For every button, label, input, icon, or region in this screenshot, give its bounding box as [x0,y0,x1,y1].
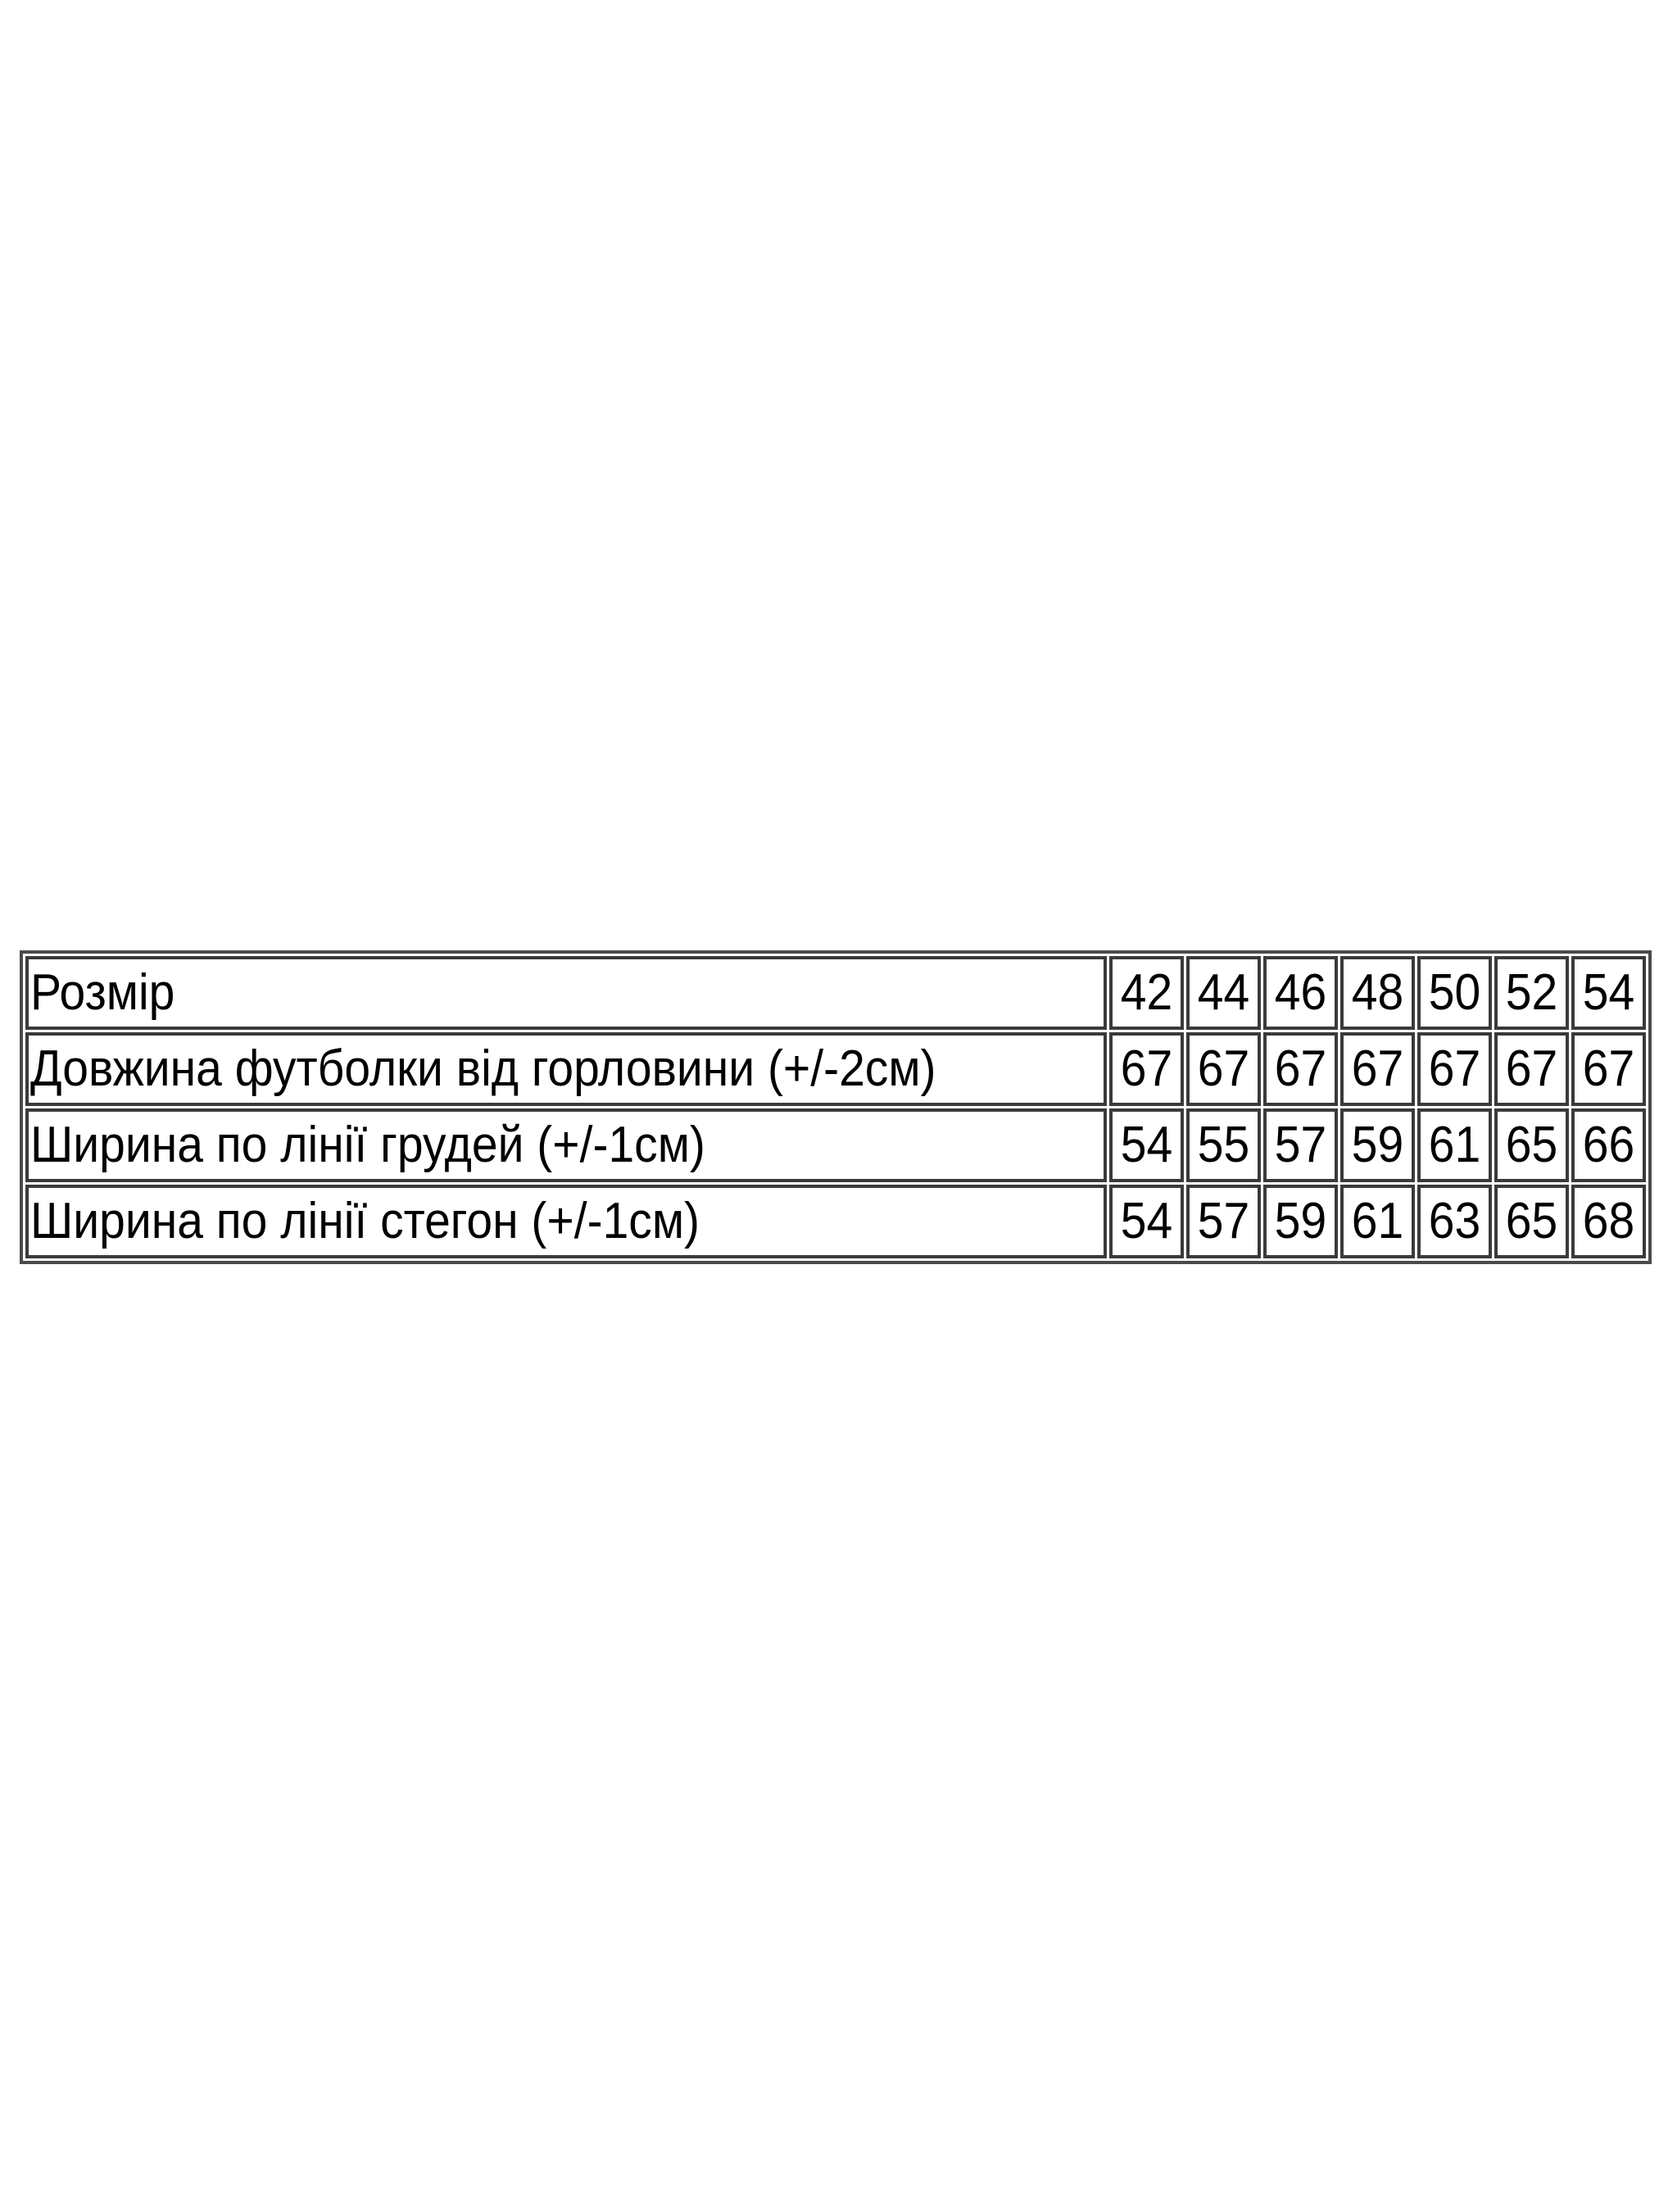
value-cell: 68 [1571,1185,1646,1258]
value: 54 [1120,1193,1173,1249]
value-cell: 67 [1263,1032,1338,1106]
value: 44 [1197,964,1250,1021]
value-cell: 46 [1263,956,1338,1030]
value: 61 [1351,1193,1404,1249]
table-row: Ширина по лінії грудей (+/-1см) 54 55 57 59 6… [25,1108,1646,1182]
value-cell: 54 [1109,1185,1184,1258]
value: 46 [1274,964,1327,1021]
table-row: Довжина футболки від горловини (+/-2см) 6… [25,1032,1646,1106]
value: 52 [1505,964,1558,1021]
value: 59 [1274,1193,1327,1249]
value: 54 [1120,1117,1173,1173]
row-label-cell: Довжина футболки від горловини (+/-2см) [25,1032,1107,1106]
value: 67 [1582,1040,1635,1097]
value: 67 [1428,1040,1481,1097]
row-label: Розмір [30,964,175,1021]
value: 57 [1197,1193,1250,1249]
value: 67 [1274,1040,1327,1097]
value: 65 [1505,1193,1558,1249]
value-cell: 54 [1571,956,1646,1030]
row-label: Ширина по лінії стегон (+/-1см) [30,1193,700,1249]
value: 67 [1505,1040,1558,1097]
value-cell: 65 [1494,1185,1569,1258]
value: 59 [1351,1117,1404,1173]
value: 67 [1120,1040,1173,1097]
row-label: Ширина по лінії грудей (+/-1см) [30,1117,705,1173]
value: 54 [1582,964,1635,1021]
value: 65 [1505,1117,1558,1173]
value-cell: 63 [1417,1185,1492,1258]
value: 50 [1428,964,1481,1021]
value-cell: 59 [1263,1185,1338,1258]
value: 55 [1197,1117,1250,1173]
value: 63 [1428,1193,1481,1249]
value-cell: 67 [1571,1032,1646,1106]
value-cell: 44 [1186,956,1261,1030]
size-chart: Розмір 42 44 46 48 50 52 54 Довжина футболки від… [20,950,1652,1264]
value: 67 [1197,1040,1250,1097]
value: 42 [1120,964,1173,1021]
value-cell: 57 [1263,1108,1338,1182]
row-label-cell: Ширина по лінії грудей (+/-1см) [25,1108,1107,1182]
value-cell: 52 [1494,956,1569,1030]
value: 66 [1582,1117,1635,1173]
row-label-cell: Ширина по лінії стегон (+/-1см) [25,1185,1107,1258]
value-cell: 65 [1494,1108,1569,1182]
size-table: Розмір 42 44 46 48 50 52 54 Довжина футболки від… [20,950,1652,1264]
value: 57 [1274,1117,1327,1173]
value-cell: 66 [1571,1108,1646,1182]
value-cell: 55 [1186,1108,1261,1182]
value-cell: 50 [1417,956,1492,1030]
value-cell: 67 [1340,1032,1415,1106]
value-cell: 67 [1186,1032,1261,1106]
table-row: Ширина по лінії стегон (+/-1см) 54 57 59 61 6… [25,1185,1646,1258]
value-cell: 67 [1109,1032,1184,1106]
header-row: Розмір 42 44 46 48 50 52 54 [25,956,1646,1030]
value-cell: 54 [1109,1108,1184,1182]
row-label: Довжина футболки від горловини (+/-2см) [30,1040,936,1097]
value-cell: 59 [1340,1108,1415,1182]
value: 61 [1428,1117,1481,1173]
value-cell: 48 [1340,956,1415,1030]
value-cell: 67 [1494,1032,1569,1106]
value-cell: 42 [1109,956,1184,1030]
value: 48 [1351,964,1404,1021]
row-label-cell: Розмір [25,956,1107,1030]
value: 68 [1582,1193,1635,1249]
value-cell: 61 [1340,1185,1415,1258]
value-cell: 57 [1186,1185,1261,1258]
value-cell: 67 [1417,1032,1492,1106]
value: 67 [1351,1040,1404,1097]
value-cell: 61 [1417,1108,1492,1182]
